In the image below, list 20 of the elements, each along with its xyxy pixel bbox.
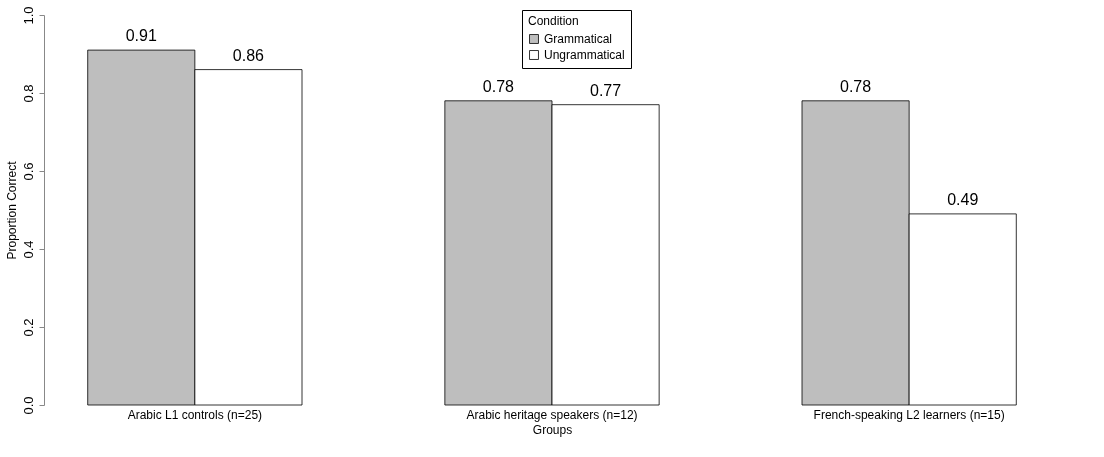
y-axis-title: Proportion Correct — [4, 160, 19, 260]
legend-title: Condition — [528, 14, 579, 28]
y-tick-label: 0.6 — [20, 162, 36, 181]
data-label: 0.78 — [840, 77, 872, 95]
y-tick-label: 0.8 — [20, 84, 36, 103]
x-tick-label: Arabic L1 controls (n=25) — [127, 407, 263, 422]
data-label: 0.91 — [125, 27, 157, 45]
y-tick-label: 0.0 — [20, 396, 36, 415]
data-label: 0.86 — [232, 46, 265, 64]
data-label: 0.78 — [482, 77, 515, 95]
x-axis-title: Groups — [532, 422, 573, 437]
y-tick-label: 0.4 — [20, 240, 36, 259]
x-tick-label: Arabic heritage speakers (n=12) — [466, 407, 638, 422]
data-label: 0.77 — [590, 81, 622, 99]
legend-label: Ungrammatical — [544, 48, 625, 62]
y-tick-label: 1.0 — [20, 6, 36, 25]
legend-label: Grammatical — [544, 32, 613, 46]
y-tick-label: 0.2 — [20, 318, 36, 337]
data-label: 0.49 — [947, 190, 979, 208]
x-tick-label: French-speaking L2 learners (n=15) — [813, 407, 1005, 422]
